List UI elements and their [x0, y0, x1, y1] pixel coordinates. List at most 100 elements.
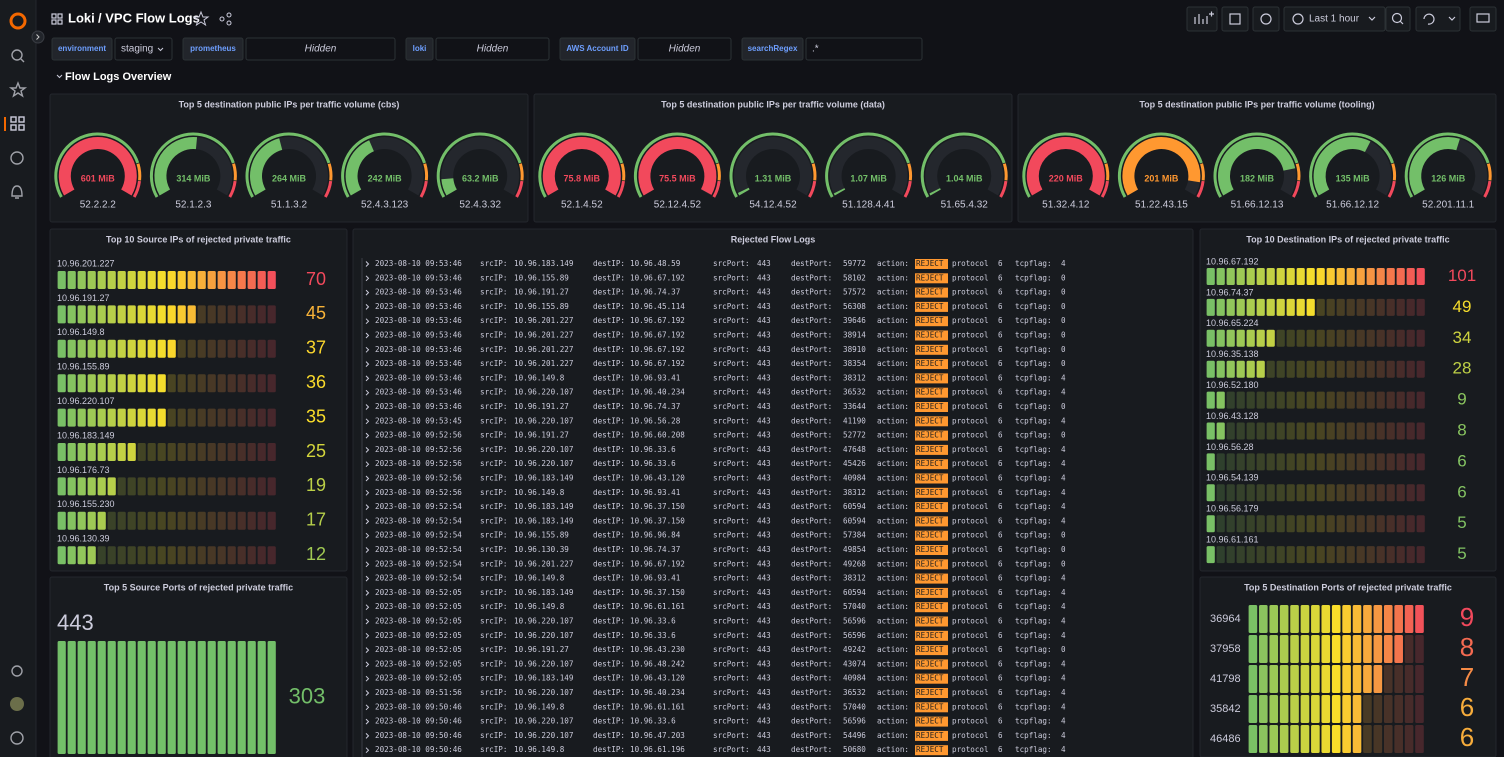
- bar-segment: [77, 443, 86, 461]
- action-highlight: [915, 387, 948, 398]
- log-expand[interactable]: [365, 289, 370, 296]
- log-expand[interactable]: [365, 275, 370, 282]
- variable-value[interactable]: [637, 37, 732, 61]
- variable-value[interactable]: [435, 37, 550, 61]
- log-expand[interactable]: [365, 504, 370, 510]
- log-expand[interactable]: [365, 718, 370, 725]
- log-expand[interactable]: [365, 647, 370, 653]
- bar-segment: [1276, 453, 1285, 471]
- bar-segment: [1246, 329, 1255, 347]
- log-expand[interactable]: [365, 518, 370, 525]
- log-expand[interactable]: [365, 432, 370, 439]
- bar-segment: [217, 443, 226, 461]
- log-expand[interactable]: [365, 632, 370, 639]
- log-expand[interactable]: [365, 733, 370, 739]
- bar-segment: [1206, 268, 1215, 285]
- bar-segment: [1386, 546, 1395, 564]
- expand-button[interactable]: [31, 30, 45, 44]
- alerting-icon[interactable]: [11, 185, 23, 199]
- save-button[interactable]: [1221, 6, 1249, 32]
- breadcrumb-folder[interactable]: Loki: [68, 10, 95, 25]
- zoom-out-button[interactable]: [1385, 6, 1411, 32]
- log-expand[interactable]: [365, 590, 370, 596]
- log-expand[interactable]: [365, 361, 370, 367]
- log-expand[interactable]: [365, 532, 370, 539]
- bar-segment: [207, 271, 216, 289]
- avatar[interactable]: [10, 697, 24, 711]
- log-field-label: action:: [877, 545, 909, 554]
- explore-icon[interactable]: [10, 151, 24, 165]
- log-expand[interactable]: [365, 418, 370, 425]
- bar-segment: [1376, 268, 1385, 285]
- log-expand[interactable]: [365, 575, 370, 582]
- log-field-label: tcpflag:: [1015, 531, 1052, 540]
- log-expand[interactable]: [365, 690, 370, 696]
- log-value: 54496: [843, 731, 866, 740]
- action-highlight: [915, 659, 948, 670]
- dashboards-icon[interactable]: [10, 116, 17, 123]
- log-value: 6: [998, 531, 1003, 540]
- row-title[interactable]: Flow Logs Overview: [65, 71, 172, 83]
- log-value: 10.96.40.234: [630, 388, 685, 397]
- log-expand[interactable]: [365, 604, 370, 611]
- bar-segment: [1286, 329, 1295, 347]
- search-icon[interactable]: [11, 49, 23, 61]
- share-button[interactable]: [219, 12, 232, 26]
- bar-segment: [1266, 515, 1275, 533]
- logo[interactable]: [9, 12, 27, 30]
- star-button[interactable]: [192, 10, 210, 27]
- log-expand[interactable]: [365, 675, 370, 682]
- help-icon[interactable]: [10, 731, 24, 745]
- settings-icon[interactable]: [11, 665, 23, 677]
- log-field-label: destIP:: [593, 602, 625, 611]
- log-expand[interactable]: [365, 404, 370, 410]
- time-picker[interactable]: [1283, 6, 1386, 32]
- log-expand[interactable]: [365, 704, 370, 711]
- log-field-label: srcIP:: [480, 345, 507, 354]
- log-expand[interactable]: [365, 747, 370, 754]
- row-chevron[interactable]: [56, 74, 63, 79]
- log-value: 10.96.33.6: [630, 617, 676, 626]
- log-expand[interactable]: [365, 318, 370, 325]
- log-expand[interactable]: [365, 389, 370, 396]
- bar-segment: [97, 271, 106, 289]
- refresh-button[interactable]: [1415, 6, 1461, 32]
- bar-segment: [127, 477, 136, 496]
- settings-button[interactable]: [1252, 6, 1280, 32]
- bar-segment: [257, 477, 266, 496]
- log-expand[interactable]: [365, 447, 370, 453]
- log-expand[interactable]: [365, 461, 370, 468]
- log-expand[interactable]: [365, 547, 370, 553]
- bar-label: 10.96.201.227: [57, 258, 115, 268]
- tv-mode-button[interactable]: [1469, 6, 1497, 32]
- log-expand[interactable]: [365, 489, 370, 496]
- bar-segment: [1266, 422, 1275, 440]
- starred-icon[interactable]: [8, 81, 28, 98]
- log-value: 4: [1061, 631, 1066, 640]
- log-expand[interactable]: [365, 332, 370, 339]
- bar-segment: [1279, 725, 1289, 753]
- variable-value[interactable]: [245, 37, 396, 61]
- log-field-label: action:: [877, 574, 909, 583]
- sidebar-bg: [0, 0, 36, 757]
- log-expand[interactable]: [365, 561, 370, 568]
- bar-segment: [1394, 665, 1403, 693]
- log-expand[interactable]: [365, 346, 370, 353]
- log-action: REJECT: [916, 416, 944, 425]
- log-value: 10.96.37.150: [630, 502, 685, 511]
- add-panel-button[interactable]: [1186, 6, 1218, 32]
- bar-segment: [107, 374, 116, 393]
- log-value: 10.96.43.230: [630, 645, 685, 654]
- log-expand[interactable]: [365, 375, 370, 382]
- variable-value[interactable]: [114, 37, 173, 61]
- bar: [1206, 391, 1425, 409]
- log-value: 10.96.191.27: [514, 402, 569, 411]
- variable-value[interactable]: [805, 37, 923, 61]
- log-expand[interactable]: [365, 475, 370, 482]
- log-expand[interactable]: [365, 304, 370, 310]
- gauge-label: 51.66.12.12: [1326, 200, 1379, 211]
- log-expand[interactable]: [365, 618, 370, 625]
- action-highlight: [915, 559, 948, 570]
- log-expand[interactable]: [365, 661, 370, 668]
- log-expand[interactable]: [365, 261, 370, 267]
